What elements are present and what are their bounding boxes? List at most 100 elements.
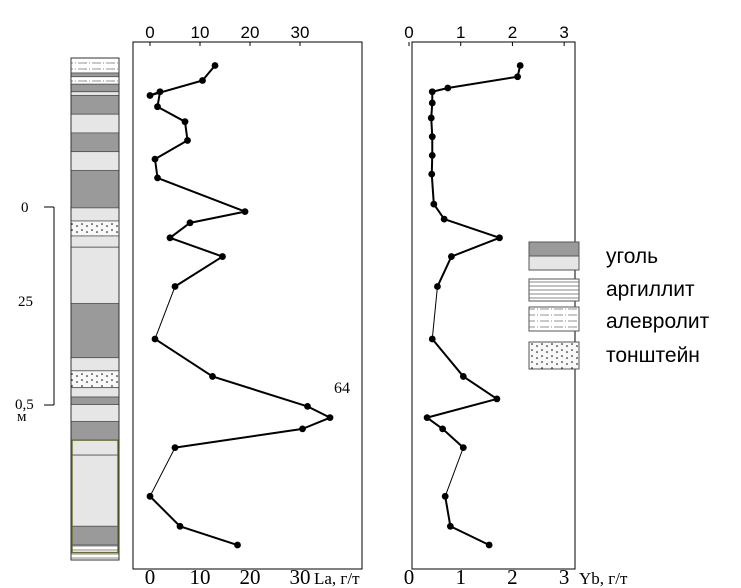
- data-point: [166, 234, 174, 242]
- la-top-ticks: 0 10 20 30: [145, 23, 309, 46]
- legend-item-siltstone: алевролит: [528, 306, 710, 333]
- data-point: [440, 215, 448, 223]
- data-point: [186, 219, 194, 227]
- la-peak-annotation: 64: [334, 380, 350, 397]
- depth-label-05: 0,5: [15, 397, 34, 413]
- column-layer: [70, 357, 120, 372]
- series-segment: [443, 218, 500, 239]
- series-segment: [430, 174, 435, 205]
- column-layer: [70, 302, 120, 359]
- column-layer: [70, 91, 120, 96]
- series-segment: [441, 428, 464, 449]
- la-axis-label: La, г/т: [314, 569, 360, 588]
- yb-series-points: [423, 62, 524, 549]
- column-layer: [70, 132, 120, 153]
- data-point: [176, 522, 184, 530]
- la-chart: 0 10 20 30 0 10 20 30 64 La, г/т: [132, 23, 363, 588]
- series-segment: [426, 397, 498, 419]
- data-point: [446, 522, 454, 530]
- data-point: [444, 84, 452, 92]
- series-segment: [174, 255, 224, 288]
- series-segment: [149, 447, 176, 497]
- column-layer: [70, 454, 120, 527]
- data-point: [434, 283, 441, 290]
- data-point: [439, 425, 447, 433]
- legend-label-coal: уголь: [606, 245, 658, 268]
- data-point: [496, 234, 503, 242]
- column-layer: [70, 113, 120, 134]
- legend-swatch-tuff: [528, 341, 580, 370]
- column-layer: [70, 246, 120, 304]
- data-point: [146, 492, 154, 500]
- top-tick-label: 10: [191, 23, 210, 42]
- column-layer: [70, 220, 120, 237]
- data-point: [181, 118, 189, 126]
- series-segment: [212, 375, 308, 408]
- data-point: [516, 62, 524, 69]
- top-tick-label: 2: [508, 23, 517, 42]
- data-point: [428, 88, 436, 96]
- top-tick-label: 0: [404, 23, 413, 42]
- data-point: [428, 335, 436, 343]
- bottom-tick-label: 0: [404, 565, 415, 588]
- column-layer: [70, 387, 120, 398]
- la-series-line: [149, 64, 331, 546]
- data-point: [151, 155, 159, 163]
- bottom-tick-label: 20: [240, 565, 261, 588]
- data-point: [428, 170, 436, 178]
- column-layer: [70, 404, 120, 422]
- column-highlight-box: [71, 439, 119, 554]
- data-point: [448, 253, 455, 260]
- column-layer: [70, 72, 120, 78]
- data-point: [485, 541, 493, 549]
- depth-label-0: 0: [21, 200, 29, 216]
- yb-plot-frame: [411, 41, 576, 570]
- legend-swatch-siltstone: [528, 306, 580, 332]
- series-segment: [431, 286, 438, 340]
- series-segment: [451, 236, 500, 258]
- la-bottom-ticks: 0 10 20 30: [145, 565, 311, 588]
- series-segment: [169, 236, 223, 258]
- column-layer: [70, 83, 120, 93]
- column-layer: [70, 396, 120, 405]
- data-point: [441, 492, 449, 500]
- top-tick-label: 3: [559, 23, 568, 42]
- column-layer: [70, 76, 120, 85]
- data-point: [184, 137, 191, 144]
- data-point: [423, 414, 431, 422]
- series-segment: [431, 338, 465, 378]
- legend: уголь аргиллит алевролит тонштейн: [528, 241, 710, 370]
- series-segment: [449, 525, 490, 546]
- lithology-column: [70, 57, 120, 561]
- bottom-tick-label: 3: [559, 565, 570, 588]
- legend-item-coal: уголь: [528, 241, 658, 271]
- column-layer: [70, 370, 120, 389]
- series-segment: [154, 338, 214, 378]
- series-segment: [189, 210, 246, 224]
- data-point: [151, 335, 159, 343]
- legend-label-siltstone: алевролит: [606, 310, 710, 333]
- series-segment: [154, 286, 176, 340]
- data-point: [219, 253, 226, 260]
- data-point: [514, 73, 521, 81]
- bottom-tick-label: 2: [507, 565, 518, 588]
- top-tick-label: 30: [291, 23, 310, 42]
- data-point: [156, 88, 164, 96]
- yb-chart: 0 1 2 3 0 1 2 3 Yb, г/т: [404, 23, 628, 588]
- column-layer: [70, 439, 120, 456]
- data-point: [493, 395, 501, 403]
- series-segment: [436, 256, 453, 287]
- series-segment: [154, 139, 188, 161]
- legend-swatch-coal: [528, 241, 580, 257]
- data-point: [428, 133, 436, 141]
- data-point: [427, 114, 435, 122]
- yb-series-line: [426, 65, 522, 546]
- series-segment: [157, 105, 186, 123]
- top-tick-label: 20: [241, 23, 260, 42]
- series-segment: [444, 447, 464, 497]
- column-layer: [70, 57, 120, 74]
- yb-top-ticks: 0 1 2 3: [404, 23, 569, 46]
- data-point: [304, 403, 311, 410]
- series-segment: [307, 405, 331, 419]
